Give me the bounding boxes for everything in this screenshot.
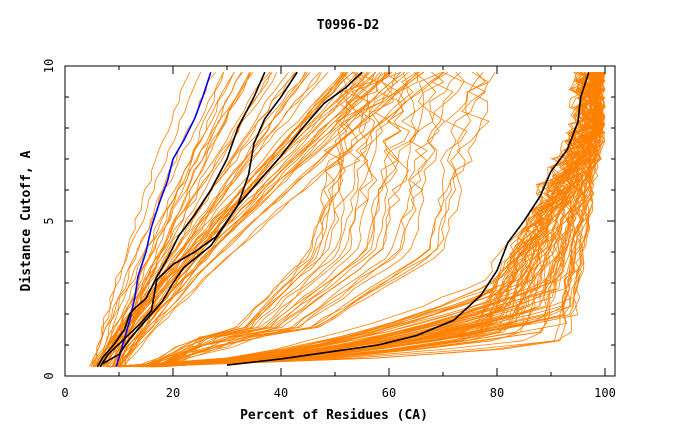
orange-series-line — [96, 71, 386, 367]
orange-series-line — [109, 72, 600, 368]
x-tick-label: 60 — [382, 386, 396, 400]
x-tick-label: 40 — [274, 386, 288, 400]
orange-series-line — [156, 71, 489, 368]
orange-series-line — [146, 72, 383, 368]
orange-series-line — [147, 72, 604, 368]
orange-series-line — [107, 71, 595, 368]
black-series-line-3 — [102, 71, 363, 365]
orange-series-line — [106, 71, 606, 368]
orange-series-line — [150, 72, 419, 368]
orange-series-line — [112, 72, 250, 367]
orange-series-line — [100, 71, 235, 367]
orange-series-line — [146, 72, 417, 368]
orange-series-line — [109, 72, 605, 368]
orange-series-line — [146, 72, 606, 368]
orange-series-line — [140, 71, 606, 368]
orange-series-line — [155, 71, 401, 368]
orange-series-line — [138, 71, 379, 368]
orange-series-line — [144, 71, 398, 368]
orange-series-line — [90, 72, 202, 367]
x-tick-label: 20 — [166, 386, 180, 400]
orange-series-line — [121, 71, 445, 367]
orange-series-line — [137, 71, 443, 368]
orange-series-line — [140, 71, 400, 368]
orange-series-line — [155, 71, 465, 368]
black-series-line-4 — [226, 71, 590, 366]
orange-series-line — [88, 71, 252, 367]
y-tick-label: 5 — [42, 217, 56, 224]
orange-series-line — [154, 71, 490, 368]
black-series-line-2 — [96, 71, 266, 368]
y-tick-label: 10 — [42, 59, 56, 73]
orange-series-line — [93, 72, 191, 367]
x-axis-label: Percent of Residues (CA) — [240, 408, 428, 423]
orange-series-line — [152, 71, 437, 368]
orange-series-line — [155, 71, 486, 368]
orange-series-line — [159, 71, 454, 368]
orange-series-line — [94, 71, 393, 367]
orange-series-line — [141, 71, 496, 368]
orange-series-line — [124, 71, 348, 367]
orange-series-line — [111, 72, 345, 367]
orange-series-line — [118, 71, 604, 368]
y-tick-label: 0 — [42, 372, 56, 379]
orange-series-line — [161, 71, 602, 368]
x-tick-label: 0 — [61, 386, 68, 400]
orange-series-line — [146, 72, 391, 368]
orange-series-line — [150, 71, 598, 368]
orange-series-line — [144, 71, 420, 368]
plot-area — [88, 71, 606, 368]
orange-series-line — [114, 71, 289, 367]
orange-series-line — [150, 71, 461, 368]
black-series-line-1 — [99, 71, 298, 368]
chart-title: T0996-D2 — [317, 18, 380, 33]
orange-series-line — [158, 71, 600, 368]
orange-series-line — [118, 71, 419, 367]
y-axis-label: Distance Cutoff, A — [19, 150, 34, 291]
orange-series-line — [111, 71, 358, 367]
blue-series-line-0 — [115, 71, 212, 367]
axes: 0 20 40 60 80 100 0 5 10 — [42, 59, 616, 400]
orange-series-line — [154, 71, 369, 368]
orange-series-line — [105, 72, 235, 367]
orange-series-line — [155, 71, 359, 368]
orange-series-line — [138, 72, 606, 368]
x-tick-label: 100 — [594, 386, 616, 400]
orange-series-line — [90, 72, 224, 367]
orange-series-line — [96, 71, 353, 367]
x-tick-label: 80 — [490, 386, 504, 400]
orange-series-line — [152, 71, 605, 368]
orange-series-line — [119, 71, 445, 367]
orange-series-line — [142, 72, 357, 368]
orange-series-line — [142, 72, 601, 368]
orange-series-line — [118, 71, 390, 367]
orange-series-line — [113, 71, 254, 367]
orange-series-line — [133, 72, 376, 368]
orange-series-line — [120, 72, 603, 368]
